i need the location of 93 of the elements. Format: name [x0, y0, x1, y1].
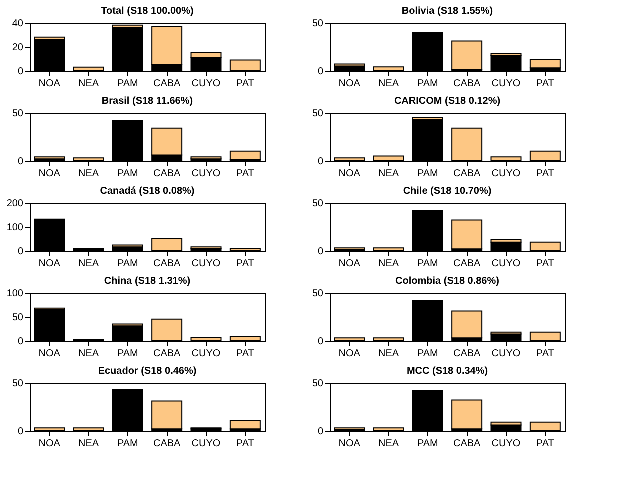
- y-tick-label: 0: [318, 336, 324, 348]
- x-tick-label: CABA: [453, 438, 482, 450]
- x-tick-label: PAM: [117, 438, 138, 450]
- chart-title: China (S18 1.31%): [104, 276, 191, 287]
- x-tick-label: PAM: [417, 438, 438, 450]
- x-tick-label: NEA: [78, 438, 100, 450]
- x-tick-label: CABA: [153, 168, 182, 180]
- y-tick-label: 20: [12, 42, 24, 54]
- x-tick-label: NOA: [338, 168, 361, 180]
- y-tick-label: 0: [318, 66, 324, 78]
- x-tick-label: PAM: [117, 258, 138, 270]
- y-tick-label: 50: [312, 198, 324, 210]
- x-tick-label: PAM: [117, 78, 138, 90]
- x-tick-label: NOA: [38, 438, 61, 450]
- y-tick-label: 0: [18, 426, 24, 438]
- x-tick-label: CUYO: [192, 258, 221, 270]
- x-tick-label: NOA: [38, 78, 61, 90]
- chart-title: Brasil (S18 11.66%): [102, 96, 194, 107]
- y-tick-label: 0: [18, 156, 24, 168]
- x-tick-label: PAT: [236, 258, 254, 270]
- chart-title: Chile (S18 10.70%): [403, 186, 492, 197]
- y-tick-label: 40: [12, 18, 24, 30]
- x-tick-label: CUYO: [492, 258, 521, 270]
- y-tick-label: 200: [6, 198, 24, 210]
- x-tick-label: NEA: [378, 438, 400, 450]
- chart-title: Total (S18 100.00%): [101, 6, 194, 17]
- x-tick-label: NEA: [78, 78, 100, 90]
- x-tick-label: NEA: [378, 78, 400, 90]
- x-tick-label: NOA: [338, 78, 361, 90]
- y-tick-label: 50: [312, 18, 324, 30]
- chart-title: Bolivia (S18 1.55%): [402, 6, 494, 17]
- x-tick-label: CABA: [453, 78, 482, 90]
- x-tick-label: NOA: [338, 348, 361, 360]
- y-tick-label: 100: [6, 222, 24, 234]
- y-tick-label: 50: [12, 108, 24, 120]
- x-tick-label: PAM: [417, 348, 438, 360]
- x-tick-label: NEA: [378, 258, 400, 270]
- x-tick-label: CABA: [153, 258, 182, 270]
- x-tick-label: PAM: [417, 78, 438, 90]
- x-tick-label: PAT: [236, 78, 254, 90]
- x-tick-label: NEA: [378, 168, 400, 180]
- x-tick-label: PAM: [117, 348, 138, 360]
- y-tick-label: 0: [318, 156, 324, 168]
- y-tick-label: 50: [312, 378, 324, 390]
- x-tick-label: CUYO: [492, 78, 521, 90]
- x-tick-label: NEA: [78, 258, 100, 270]
- y-tick-label: 0: [318, 246, 324, 258]
- chart-title: Canadá (S18 0.08%): [100, 186, 195, 197]
- x-tick-label: CUYO: [492, 168, 521, 180]
- chart-title: Ecuador (S18 0.46%): [98, 366, 197, 377]
- x-tick-label: CABA: [453, 348, 482, 360]
- x-tick-label: PAT: [236, 168, 254, 180]
- y-tick-label: 50: [12, 312, 24, 324]
- x-tick-label: CABA: [453, 168, 482, 180]
- x-tick-label: NOA: [38, 258, 61, 270]
- x-tick-label: NOA: [338, 258, 361, 270]
- y-tick-label: 0: [318, 426, 324, 438]
- y-tick-label: 50: [312, 108, 324, 120]
- chart-title: MCC (S18 0.34%): [406, 366, 488, 377]
- y-tick-label: 100: [6, 288, 24, 300]
- x-tick-label: PAM: [417, 168, 438, 180]
- x-tick-label: CUYO: [192, 348, 221, 360]
- x-tick-label: CUYO: [492, 438, 521, 450]
- x-tick-label: CUYO: [192, 168, 221, 180]
- x-tick-label: NOA: [338, 438, 361, 450]
- x-tick-label: NEA: [378, 348, 400, 360]
- x-tick-label: NOA: [38, 348, 61, 360]
- y-tick-label: 0: [18, 66, 24, 78]
- y-tick-label: 0: [18, 336, 24, 348]
- x-tick-label: PAT: [536, 348, 554, 360]
- x-tick-label: CABA: [153, 438, 182, 450]
- x-tick-label: NEA: [78, 168, 100, 180]
- chart-title: CARICOM (S18 0.12%): [394, 96, 501, 107]
- x-tick-label: CUYO: [192, 78, 221, 90]
- x-tick-label: NEA: [78, 348, 100, 360]
- x-tick-label: CUYO: [192, 438, 221, 450]
- x-tick-label: PAM: [417, 258, 438, 270]
- x-tick-label: PAT: [236, 348, 254, 360]
- x-tick-label: NOA: [38, 168, 61, 180]
- y-tick-label: 0: [18, 246, 24, 258]
- x-tick-label: CABA: [153, 348, 182, 360]
- x-tick-label: PAM: [117, 168, 138, 180]
- x-tick-label: PAT: [536, 78, 554, 90]
- x-tick-label: PAT: [536, 168, 554, 180]
- y-tick-label: 50: [312, 288, 324, 300]
- x-tick-label: PAT: [236, 438, 254, 450]
- y-tick-label: 50: [12, 378, 24, 390]
- x-tick-label: CABA: [153, 78, 182, 90]
- chart-title: Colombia (S18 0.86%): [396, 276, 500, 287]
- x-tick-label: PAT: [536, 258, 554, 270]
- x-tick-label: CUYO: [492, 348, 521, 360]
- x-tick-label: CABA: [453, 258, 482, 270]
- x-tick-label: PAT: [536, 438, 554, 450]
